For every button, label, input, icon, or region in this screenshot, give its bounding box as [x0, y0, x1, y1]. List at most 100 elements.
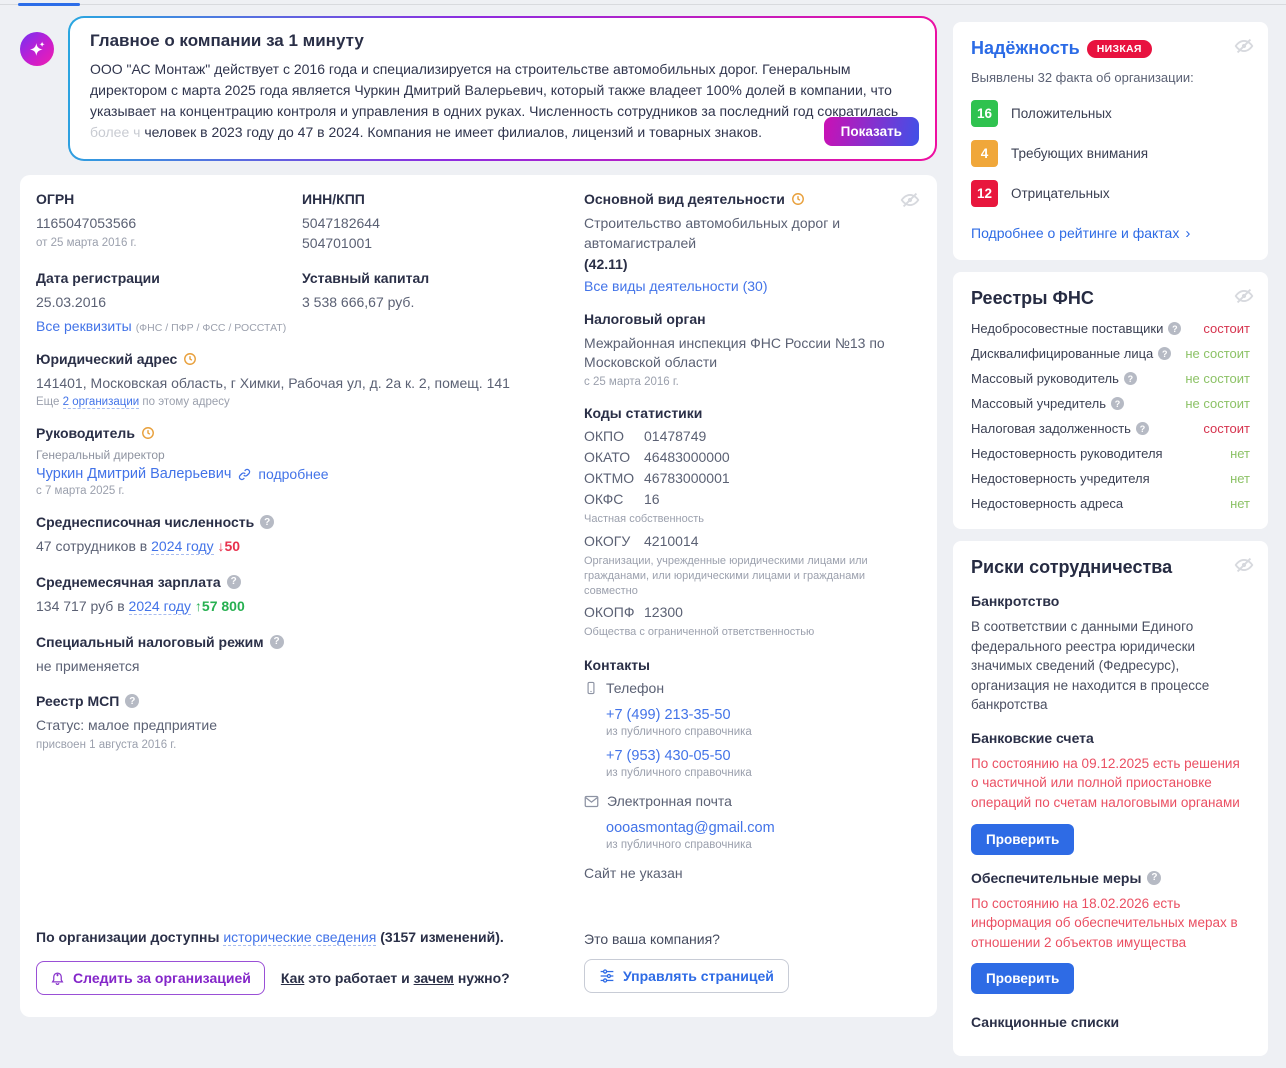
- question-icon[interactable]: ?: [1135, 422, 1149, 435]
- email-item: oooasmontag@gmail.com из публичного спра…: [606, 819, 919, 851]
- check-accounts-button[interactable]: Проверить: [971, 823, 1075, 855]
- history-clock-icon[interactable]: [141, 426, 155, 440]
- head-details-link[interactable]: подробнее: [258, 466, 329, 483]
- fns-label: Недобросовестные поставщики: [971, 321, 1164, 336]
- eye-off-icon[interactable]: [1233, 35, 1255, 57]
- fact-row-negative: 12 Отрицательных: [971, 180, 1250, 207]
- fns-status: нет: [1230, 471, 1250, 486]
- fns-status: состоит: [1203, 321, 1250, 336]
- fns-row: Налоговая задолженность? состоит: [971, 421, 1250, 436]
- active-tab-indicator[interactable]: [18, 3, 80, 6]
- capital-block: Уставный капитал 3 538 666,67 руб.: [302, 270, 429, 334]
- eye-off-icon[interactable]: [1233, 285, 1255, 307]
- risks-panel: Риски сотрудничества Банкротство В соотв…: [953, 541, 1268, 1057]
- tax-office-label: Налоговый орган: [584, 310, 706, 327]
- fns-row: Недобросовестные поставщики? состоит: [971, 321, 1250, 336]
- stat-code-row: ОКПО 01478749: [584, 428, 919, 444]
- history-clock-icon[interactable]: [791, 192, 805, 206]
- bell-icon: [51, 972, 64, 986]
- question-icon[interactable]: ?: [1123, 372, 1137, 385]
- bank-accounts-text: По состоянию на 09.12.2025 есть решения …: [971, 755, 1240, 810]
- fns-title: Реестры ФНС: [971, 288, 1094, 308]
- manage-button-label: Управлять страницей: [623, 967, 774, 984]
- reliability-title: Надёжность: [971, 38, 1080, 58]
- stat-code: ОКОПФ: [584, 604, 635, 621]
- salary-year-link[interactable]: 2024 году: [128, 597, 192, 615]
- all-requisites-link[interactable]: Все реквизиты: [36, 317, 132, 334]
- stat-code-value: 01478749: [644, 427, 707, 444]
- fact-label: Требующих внимания: [1011, 146, 1149, 161]
- history-clock-icon[interactable]: [183, 352, 197, 366]
- manage-page-button[interactable]: Управлять страницей: [584, 958, 789, 993]
- salary-label: Среднемесячная зарплата: [36, 573, 221, 590]
- question-icon[interactable]: ?: [226, 574, 241, 589]
- ogrn-date: от 25 марта 2016 г.: [36, 236, 137, 249]
- question-icon[interactable]: ?: [1158, 347, 1172, 360]
- fns-row: Недостоверность руководителя нет: [971, 446, 1250, 461]
- phone-number-link[interactable]: +7 (953) 430-05-50: [606, 748, 731, 765]
- rating-details-link[interactable]: Подробнее о рейтинге и фактах ›: [971, 225, 1190, 242]
- stat-code: ОКПО: [584, 427, 624, 444]
- warning-count-badge: 4: [971, 140, 998, 167]
- phone-number-link[interactable]: +7 (499) 213-35-50: [606, 707, 731, 724]
- facts-intro: Выявлены 32 факта об организации:: [971, 70, 1194, 85]
- fact-label: Отрицательных: [1011, 186, 1110, 201]
- head-name-link[interactable]: Чуркин Дмитрий Валерьевич: [36, 466, 232, 483]
- history-link[interactable]: исторические сведения: [223, 928, 377, 946]
- fns-status: состоит: [1203, 421, 1250, 436]
- phone-source: из публичного справочника: [606, 726, 752, 739]
- how-link[interactable]: Как: [280, 969, 305, 986]
- show-button[interactable]: Показать: [823, 117, 919, 146]
- msp-status: Статус: малое предприятие: [36, 717, 218, 734]
- stat-code: ОКАТО: [584, 448, 631, 465]
- eye-off-icon[interactable]: [1233, 554, 1255, 576]
- site-status: Сайт не указан: [584, 865, 683, 882]
- msp-block: Реестр МСП ? Статус: малое предприятие п…: [36, 693, 584, 751]
- check-measures-button[interactable]: Проверить: [971, 963, 1075, 995]
- salary-block: Среднемесячная зарплата ? 134 717 руб в …: [36, 574, 584, 617]
- sidebar: Надёжность НИЗКАЯ Выявлены 32 факта об ор…: [953, 16, 1268, 1068]
- question-icon[interactable]: ?: [125, 694, 140, 709]
- question-icon[interactable]: ?: [1168, 322, 1182, 335]
- head-label: Руководитель: [36, 425, 135, 442]
- address-note-pre: Еще: [36, 396, 60, 409]
- phone-source: из публичного справочника: [606, 767, 752, 780]
- fns-label: Недостоверность адреса: [971, 496, 1124, 511]
- all-activities-link[interactable]: Все виды деятельности (30): [584, 277, 768, 294]
- question-icon[interactable]: ?: [1147, 870, 1162, 885]
- question-icon[interactable]: ?: [269, 634, 284, 649]
- history-text-pre: По организации доступны: [36, 928, 220, 945]
- why-link[interactable]: зачем: [413, 969, 454, 986]
- ai-summary-text: ООО "АС Монтаж" действует с 2016 года и …: [90, 59, 915, 143]
- fns-label: Дисквалифицированные лица: [971, 346, 1154, 361]
- follow-company-button[interactable]: Следить за организацией: [36, 960, 265, 995]
- stat-code-row: ОКФС 16: [584, 491, 919, 507]
- headcount-block: Среднесписочная численность ? 47 сотрудн…: [36, 514, 584, 557]
- question-icon[interactable]: ?: [260, 515, 275, 530]
- fact-row-warning: 4 Требующих внимания: [971, 140, 1250, 167]
- link-chain-icon[interactable]: [238, 468, 251, 481]
- eye-off-icon[interactable]: [899, 189, 921, 211]
- stat-codes-block: Коды статистики ОКПО 01478749 ОКАТО 464830…: [584, 405, 919, 640]
- kpp-value: 504701001: [302, 234, 373, 251]
- head-block: Руководитель Генеральный директор Чуркин…: [36, 425, 584, 497]
- email-link[interactable]: oooasmontag@gmail.com: [606, 820, 775, 837]
- ai-summary-row: Главное о компании за 1 минуту ООО "АС М…: [20, 16, 937, 161]
- head-since: с 7 марта 2025 г.: [36, 485, 125, 498]
- interim-measures-text: По состоянию на 18.02.2026 есть информац…: [971, 895, 1238, 950]
- stat-code-row: ОКАТО 46483000000: [584, 449, 919, 465]
- tax-regime-block: Специальный налоговый режим ? не применя…: [36, 634, 584, 677]
- rating-details-label: Подробнее о рейтинге и фактах: [971, 225, 1180, 241]
- stat-code-value: 12300: [644, 604, 683, 621]
- headcount-year-link[interactable]: 2024 году: [151, 538, 214, 556]
- stat-code-row: ОКОГУ 4210014: [584, 533, 919, 549]
- headcount-text: 47 сотрудников в: [36, 538, 148, 555]
- tax-regime-value: не применяется: [36, 657, 140, 674]
- activity-block: Основной вид деятельности Строительство …: [584, 191, 919, 294]
- address-note-post: по этому адресу: [142, 396, 230, 409]
- contacts-label: Контакты: [584, 657, 651, 674]
- same-address-orgs-link[interactable]: 2 организации: [62, 396, 140, 410]
- inn-value: 5047182644: [302, 215, 380, 231]
- stat-code: ОКТМО: [584, 469, 635, 486]
- question-icon[interactable]: ?: [1110, 397, 1124, 410]
